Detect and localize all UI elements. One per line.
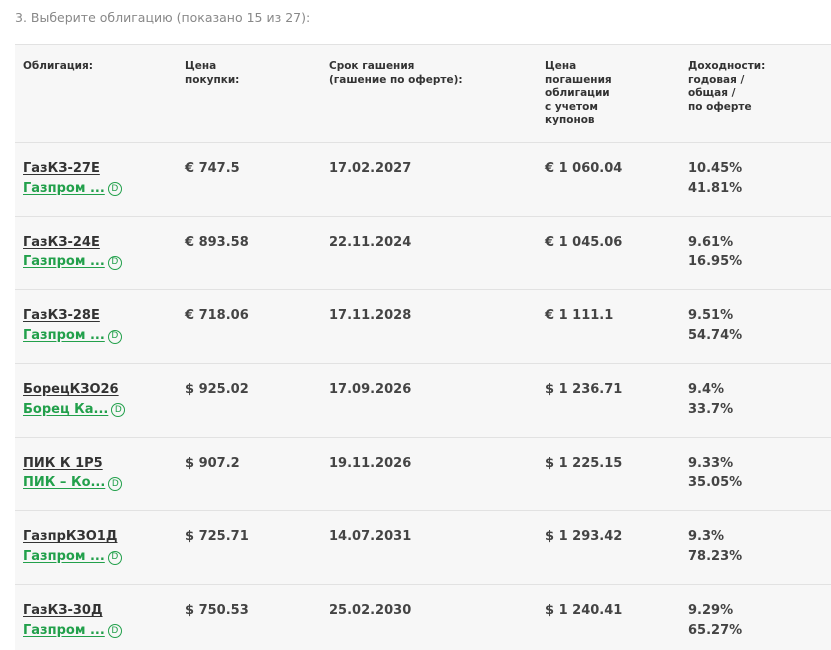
d-info-icon[interactable]: D xyxy=(107,550,122,565)
maturity-date: 14.07.2031 xyxy=(329,529,412,545)
redemption-price: $ 1 225.15 xyxy=(545,455,623,471)
header-maturity: Срок гашения (гашение по оферте): xyxy=(329,60,463,86)
redemption-price: $ 1 240.41 xyxy=(545,603,623,619)
yield-annual: 9.4% xyxy=(688,382,725,398)
yields-cell: 9.51% 54.74% xyxy=(688,306,742,345)
table-row: ГазКЗ-27Е Газпром ... D € 747.5 17.02.20… xyxy=(15,143,831,217)
bond-name-link[interactable]: ГазКЗ-24Е xyxy=(23,234,100,250)
section-title: 3. Выберите облигацию (показано 15 из 27… xyxy=(15,10,311,25)
d-info-icon[interactable]: D xyxy=(107,624,122,639)
bond-cell: ГазКЗ-30Д Газпром ... D xyxy=(23,601,122,640)
bond-name-link[interactable]: БорецКЗО26 xyxy=(23,382,119,398)
yield-annual: 9.29% xyxy=(688,603,734,619)
maturity-date: 25.02.2030 xyxy=(329,603,412,619)
maturity-date: 17.02.2027 xyxy=(329,161,412,176)
yield-annual: 9.3% xyxy=(688,529,725,545)
d-info-icon[interactable]: D xyxy=(108,477,123,491)
yield-total: 78.23% xyxy=(688,548,743,564)
redemption-price: € 1 111.1 xyxy=(545,308,614,324)
yields-cell: 9.3% 78.23% xyxy=(688,527,742,566)
redemption-price: € 1 060.04 xyxy=(545,161,623,176)
yields-cell: 9.33% 35.05% xyxy=(688,454,742,493)
bond-cell: ГазКЗ-27Е Газпром ... D xyxy=(23,159,122,198)
yield-total: 35.05% xyxy=(688,475,743,491)
bond-cell: ГазКЗ-24Е Газпром ... D xyxy=(23,233,122,272)
redemption-price: € 1 045.06 xyxy=(545,234,623,250)
table-row: БорецКЗО26 Борец Ка... D $ 925.02 17.09.… xyxy=(15,364,831,438)
redemption-price: $ 1 236.71 xyxy=(545,382,623,398)
purchase-price: € 718.06 xyxy=(185,308,249,324)
header-bond: Облигация: xyxy=(23,60,93,72)
bond-cell: ГазКЗ-28Е Газпром ... D xyxy=(23,306,122,345)
table-row: ГазКЗ-30Д Газпром ... D $ 750.53 25.02.2… xyxy=(15,585,831,650)
purchase-price: $ 925.02 xyxy=(185,382,249,398)
yield-total: 33.7% xyxy=(688,401,734,417)
bonds-table: Облигация: Цена покупки: Срок гашения (г… xyxy=(15,44,831,650)
maturity-date: 22.11.2024 xyxy=(329,234,412,250)
table-row: ГазКЗ-24Е Газпром ... D € 893.58 22.11.2… xyxy=(15,217,831,291)
bond-name-link[interactable]: ПИК К 1Р5 xyxy=(23,455,103,471)
issuer-link[interactable]: Борец Ка... xyxy=(23,401,109,417)
yield-total: 54.74% xyxy=(688,327,743,343)
yields-cell: 9.29% 65.27% xyxy=(688,601,742,640)
bond-cell: БорецКЗО26 Борец Ка... D xyxy=(23,380,126,419)
yield-annual: 10.45% xyxy=(688,161,743,176)
bond-name-link[interactable]: ГазКЗ-30Д xyxy=(23,603,103,619)
table-body: ГазКЗ-27Е Газпром ... D € 747.5 17.02.20… xyxy=(15,143,831,650)
bond-name-link[interactable]: ГазпрКЗО1Д xyxy=(23,529,118,545)
bond-cell: ПИК К 1Р5 ПИК – Ко... D xyxy=(23,454,123,493)
bond-name-link[interactable]: ГазКЗ-27Е xyxy=(23,161,100,176)
yield-annual: 9.61% xyxy=(688,234,734,250)
yields-cell: 9.4% 33.7% xyxy=(688,380,733,419)
maturity-date: 19.11.2026 xyxy=(329,455,412,471)
issuer-link[interactable]: Газпром ... xyxy=(23,327,105,343)
issuer-link[interactable]: Газпром ... xyxy=(23,548,105,564)
table-row: ГазпрКЗО1Д Газпром ... D $ 725.71 14.07.… xyxy=(15,511,831,586)
issuer-link[interactable]: Газпром ... xyxy=(23,622,105,638)
purchase-price: $ 725.71 xyxy=(185,529,249,545)
d-info-icon[interactable]: D xyxy=(107,182,122,197)
d-info-icon[interactable]: D xyxy=(111,403,126,418)
purchase-price: $ 750.53 xyxy=(185,603,249,619)
header-redemption: Цена погашения облигации с учетом купоно… xyxy=(545,60,612,126)
yield-annual: 9.51% xyxy=(688,308,734,324)
header-yields: Доходности: годовая / общая / по оферте xyxy=(688,60,766,113)
maturity-date: 17.09.2026 xyxy=(329,382,412,398)
redemption-price: $ 1 293.42 xyxy=(545,529,623,545)
issuer-link[interactable]: ПИК – Ко... xyxy=(23,475,106,491)
table-header: Облигация: Цена покупки: Срок гашения (г… xyxy=(15,45,831,143)
table-row: ГазКЗ-28Е Газпром ... D € 718.06 17.11.2… xyxy=(15,290,831,365)
bond-name-link[interactable]: ГазКЗ-28Е xyxy=(23,308,100,324)
d-info-icon[interactable]: D xyxy=(107,255,122,270)
yield-total: 41.81% xyxy=(688,180,743,196)
header-price: Цена покупки: xyxy=(185,60,240,86)
issuer-link[interactable]: Газпром ... xyxy=(23,254,105,270)
yield-annual: 9.33% xyxy=(688,455,734,471)
issuer-link[interactable]: Газпром ... xyxy=(23,180,105,196)
yield-total: 65.27% xyxy=(688,622,743,638)
purchase-price: € 893.58 xyxy=(185,234,249,250)
purchase-price: $ 907.2 xyxy=(185,455,240,471)
bond-cell: ГазпрКЗО1Д Газпром ... D xyxy=(23,527,122,566)
yields-cell: 9.61% 16.95% xyxy=(688,233,742,272)
yield-total: 16.95% xyxy=(688,254,743,270)
table-row: ПИК К 1Р5 ПИК – Ко... D $ 907.2 19.11.20… xyxy=(15,438,831,512)
yields-cell: 10.45% 41.81% xyxy=(688,159,742,198)
maturity-date: 17.11.2028 xyxy=(329,308,412,324)
purchase-price: € 747.5 xyxy=(185,161,240,176)
d-info-icon[interactable]: D xyxy=(107,329,122,344)
